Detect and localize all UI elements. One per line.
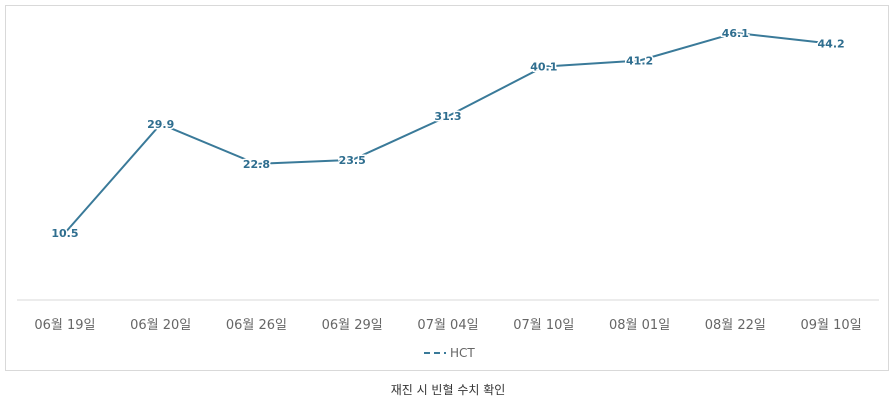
hct-line-chart: 10.5 29.9 22.8 23.5 31.3 40.1 41.2 46.1 44.2 06월… bbox=[17, 25, 879, 360]
x-tick-label: 06월 26일 bbox=[226, 318, 287, 333]
x-tick-label: 06월 19일 bbox=[34, 318, 95, 333]
data-label: 22.8 bbox=[243, 158, 270, 171]
data-label: 31.3 bbox=[434, 110, 461, 123]
data-label: 29.9 bbox=[147, 118, 174, 131]
series-line-hct bbox=[64, 31, 832, 234]
data-label: 10.5 bbox=[51, 227, 78, 240]
data-label: 40.1 bbox=[530, 61, 557, 74]
data-label: 44.2 bbox=[818, 38, 845, 51]
x-tick-label: 06월 29일 bbox=[322, 318, 383, 333]
x-tick-label: 07월 10일 bbox=[513, 318, 574, 333]
x-tick-label: 07월 04일 bbox=[417, 318, 478, 333]
legend-label-hct: HCT bbox=[450, 346, 475, 360]
x-tick-label: 08월 01일 bbox=[609, 318, 670, 333]
x-tick-label: 08월 22일 bbox=[705, 318, 766, 333]
legend: HCT bbox=[424, 346, 475, 360]
data-label: 46.1 bbox=[722, 27, 749, 40]
figure-caption: 재진 시 빈혈 수치 확인 bbox=[390, 383, 506, 397]
x-tick-label: 06월 20일 bbox=[130, 318, 191, 333]
x-tick-label: 09월 10일 bbox=[801, 318, 862, 333]
data-label: 41.2 bbox=[626, 55, 653, 68]
data-label: 23.5 bbox=[339, 154, 366, 167]
chart-frame bbox=[5, 5, 889, 371]
series-layer: 10.5 29.9 22.8 23.5 31.3 40.1 41.2 46.1 44.2 bbox=[50, 25, 846, 241]
x-tick-labels: 06월 19일 06월 20일 06월 26일 06월 29일 07월 04일 07월 1… bbox=[34, 318, 861, 333]
